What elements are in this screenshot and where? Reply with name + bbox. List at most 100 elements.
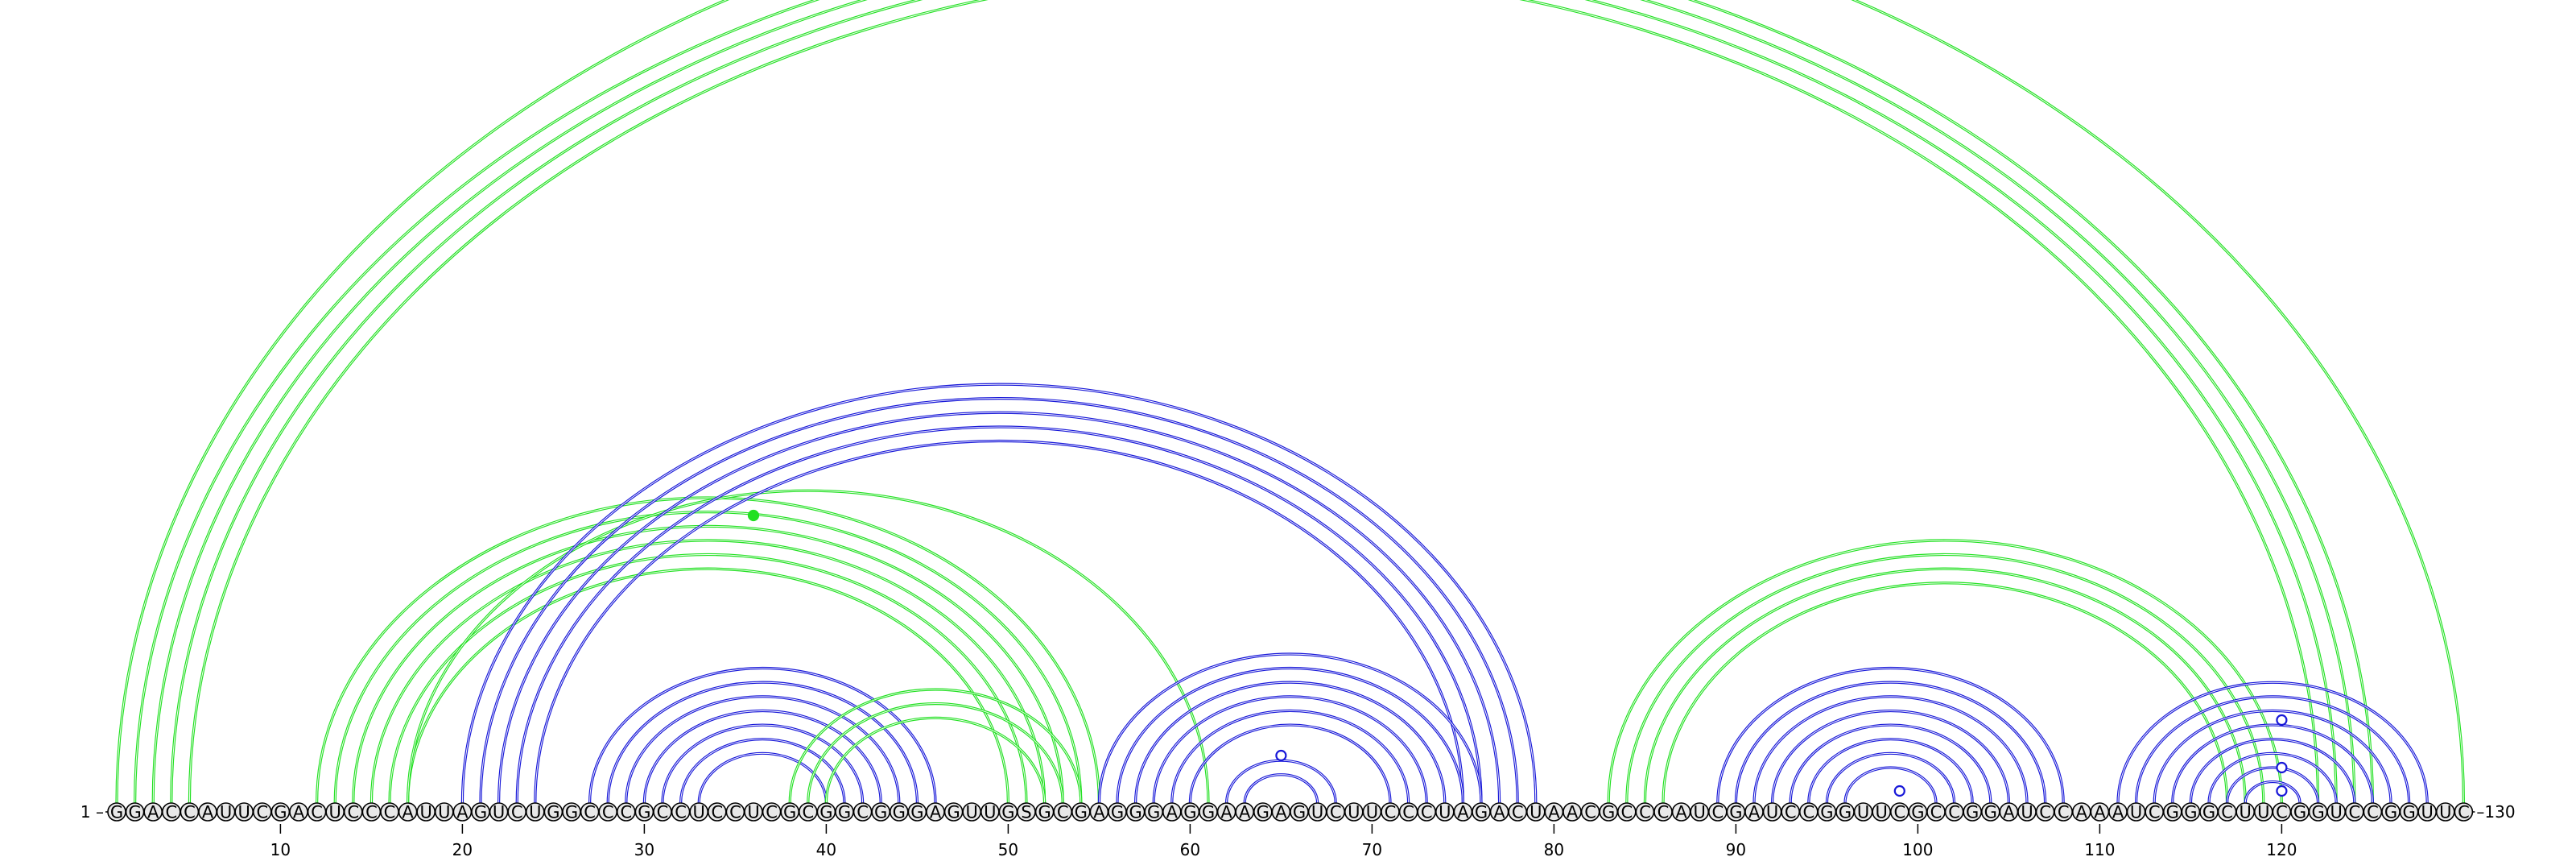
nucleotide-letter: G [893,803,906,822]
nucleotide: G [1963,802,1982,822]
nucleotide: U [2326,802,2346,822]
base-pair-arc-highlight [116,0,2464,804]
base-pair-arc-highlight [407,490,1209,804]
nucleotide: C [1708,802,1728,822]
nucleotide-letter: G [1293,803,1306,822]
nucleotide: C [2217,802,2237,822]
nucleotide-letter: C [620,803,632,822]
nucleotide-letter: U [2257,803,2269,822]
tick-label: 10 [270,840,291,857]
nucleotide: C [1635,802,1655,822]
nucleotide-letter: C [165,803,177,822]
nucleotide: G [2163,802,2182,822]
helix-blue [588,666,937,804]
base-pair-arc-highlight [389,554,1027,804]
nucleotide: C [1326,802,1345,822]
nucleotide: U [980,802,1000,822]
nucleotide-letter: G [874,803,887,822]
tick-label: 110 [2084,840,2115,857]
nucleotide-letter: U [238,803,250,822]
base-pair-arc-highlight [1226,760,1336,804]
nucleotide: G [871,802,890,822]
nucleotide-letter: U [1348,803,1360,822]
nucleotide: G [1472,802,1491,822]
nucleotide: A [1162,802,1182,822]
nucleotide: G [471,802,490,822]
nucleotide-letter: C [1930,803,1942,822]
nucleotide-letter: A [1548,803,1560,822]
nucleotide-letter: G [1001,803,1014,822]
nucleotide: A [143,802,163,822]
helix-green [788,688,1083,804]
nucleotide-letter: G [1257,803,1269,822]
nucleotide-letter: A [2076,803,2088,822]
nucleotide-letter: C [1948,803,1960,822]
nucleotide: U [1762,802,1782,822]
nucleotide: C [1508,802,1527,822]
nucleotide: G [1180,802,1200,822]
base-pair-arc [588,666,937,804]
nucleotide-letter: C [675,803,687,822]
nucleotide: A [398,802,418,822]
nucleotide-letter: C [1893,803,1905,822]
nucleotide-letter: G [128,803,141,822]
base-pair-arc [1625,553,2265,804]
base-pair-arc [1716,666,2065,804]
tick-label: 90 [1726,840,1746,857]
nucleotide: A [1453,802,1473,822]
nucleotide: U [1853,802,1873,822]
nucleotide-letter: G [1966,803,1979,822]
nucleotide-letter: U [220,803,232,822]
nucleotide: G [1071,802,1091,822]
nucleotide-letter: G [1984,803,1997,822]
helix-blue [1097,652,1483,804]
nucleotide-letter: A [147,803,159,822]
nucleotide: A [2072,802,2091,822]
base-pair-arc-highlight [2117,681,2428,804]
base-pair-arc-highlight [607,681,918,804]
nucleotide-letter: U [2421,803,2434,822]
nucleotide-letter: C [657,803,669,822]
tick-label: 30 [634,840,654,857]
base-pair-arc [2189,738,2356,804]
arc-marker [2276,761,2288,774]
base-pair-arc-highlight [1244,774,1319,804]
nucleotide: U [2436,802,2455,822]
nucleotide: U [216,802,236,822]
nucleotide-letter: U [693,803,705,822]
helix-blue [1225,759,1337,804]
nucleotide-letter: G [2202,803,2215,822]
nucleotide-letter: G [1111,803,1124,822]
nucleotide: G [2381,802,2401,822]
nucleotide: G [1908,802,1928,822]
nucleotide-letter: C [1512,803,1524,822]
base-pair-arc [1607,539,2283,804]
nucleotide: G [998,802,1018,822]
base-pair-arc-highlight [516,426,1482,804]
nucleotide: C [1417,802,1436,822]
nucleotide: G [2199,802,2219,822]
base-pair-arc-highlight [1717,668,2064,804]
nucleotide-letter: C [1657,803,1670,822]
nucleotide-letter: A [2094,803,2106,822]
base-pair-arc-highlight [643,710,881,804]
nucleotide: U [2126,802,2146,822]
nucleotide: U [689,802,709,822]
base-pair-arc [2244,780,2301,804]
nucleotide-letter: C [1402,803,1414,822]
nucleotide: C [1617,802,1637,822]
nucleotide-letter: C [2458,803,2470,822]
nucleotide-letter: G [1839,803,1852,822]
nucleotide: A [1671,802,1691,822]
nucleotide: A [1744,802,1764,822]
nucleotide: C [2145,802,2164,822]
base-pair-arc-highlight [535,441,1463,804]
nucleotide-letter: C [2221,803,2233,822]
nucleotide-letter: U [1694,803,1706,822]
nucleotide-letter: G [2184,803,2197,822]
nucleotide-letter: G [947,803,960,822]
nucleotide: G [634,802,654,822]
nucleotide-letter: G [1475,803,1488,822]
nucleotide-letter: G [110,803,123,822]
nucleotide: C [762,802,782,822]
